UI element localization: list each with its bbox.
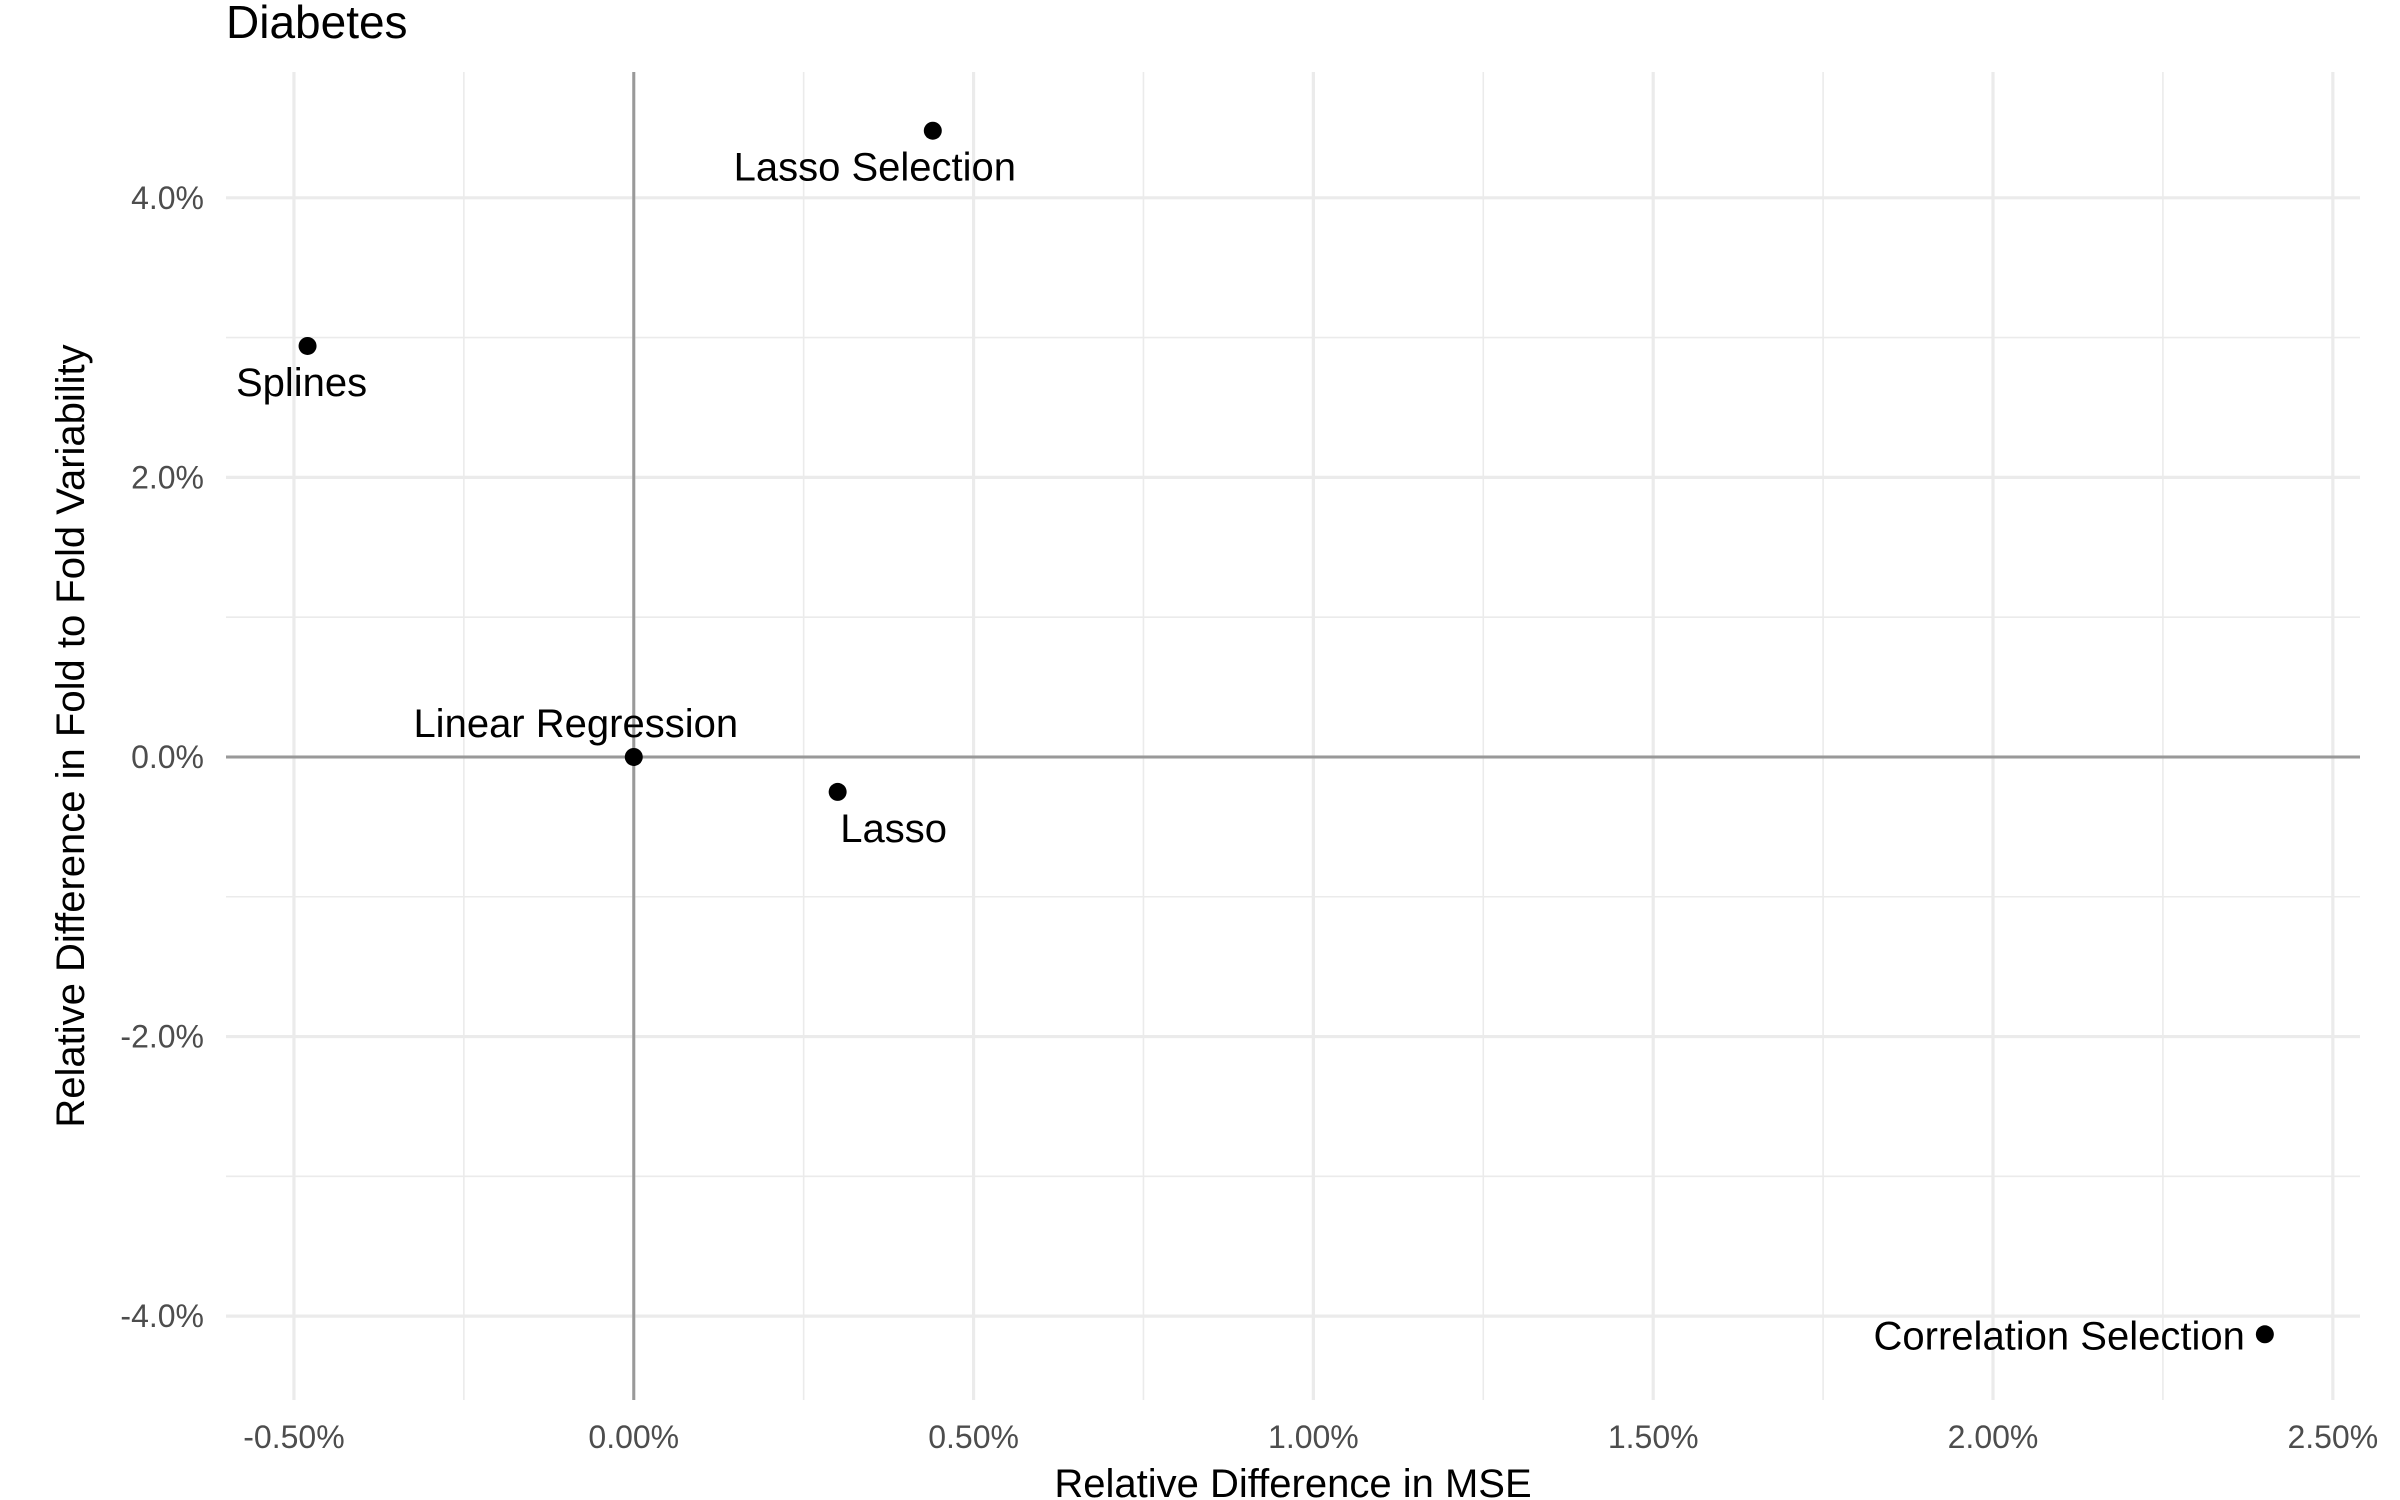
x-tick-label: -0.50% <box>243 1419 344 1455</box>
point-label: Linear Regression <box>413 702 738 746</box>
x-tick-label: 2.50% <box>2287 1419 2378 1455</box>
data-point <box>923 121 942 140</box>
reference-lines <box>226 72 2360 1400</box>
x-tick-label: 1.00% <box>1268 1419 1359 1455</box>
x-axis-title: Relative Difference in MSE <box>1054 1462 1531 1500</box>
axis-ticks: -0.50% 0.00% 0.50% 1.00% 1.50% 2.00% 2.50% -4.0… <box>120 180 2378 1455</box>
y-tick-label: 4.0% <box>131 180 204 216</box>
point-label: Splines <box>236 361 367 405</box>
data-point <box>298 336 317 355</box>
y-tick-label: -2.0% <box>120 1019 204 1055</box>
x-tick-label: 1.50% <box>1608 1419 1699 1455</box>
x-tick-label: 0.00% <box>588 1419 679 1455</box>
y-tick-label: -4.0% <box>120 1298 204 1334</box>
data-point <box>624 747 643 766</box>
data-point <box>828 782 847 801</box>
point-label: Lasso Selection <box>734 146 1016 190</box>
y-axis-title: Relative Difference in Fold to Fold Vari… <box>49 344 93 1127</box>
y-tick-label: 0.0% <box>131 739 204 775</box>
chart-title: Diabetes <box>226 0 408 48</box>
data-point <box>2255 1325 2274 1344</box>
data-points: Lasso Selection Splines Linear Regression L… <box>236 121 2274 1358</box>
point-label: Correlation Selection <box>1874 1314 2245 1358</box>
x-tick-label: 2.00% <box>1948 1419 2039 1455</box>
point-label: Lasso <box>840 807 947 851</box>
y-tick-label: 2.0% <box>131 459 204 495</box>
x-tick-label: 0.50% <box>928 1419 1019 1455</box>
